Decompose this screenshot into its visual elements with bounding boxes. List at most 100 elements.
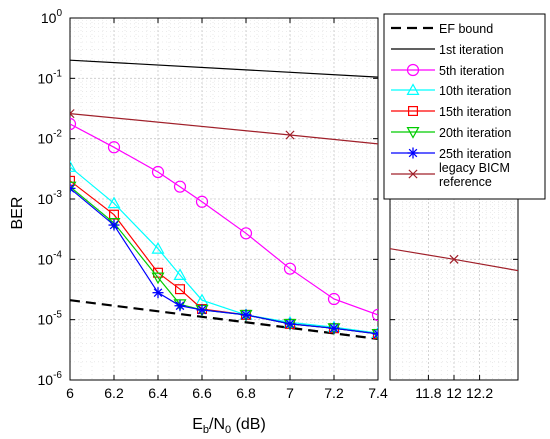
square-marker [408,105,419,116]
star-stroke [109,220,119,230]
legend-label: 5th iteration [439,64,504,78]
circle-marker [195,195,209,208]
x-tick-label: 12.2 [466,385,493,401]
x-tick-label: 7 [286,385,294,401]
series-panel-group [70,117,378,321]
y-axis-label: BER [9,197,26,230]
circle-marker [70,117,77,131]
circle-marker [406,63,420,77]
y-tick-label: 10-4 [38,249,63,267]
circle-marker [371,308,378,321]
star-marker [240,309,252,321]
x-tick-label: 12 [446,385,462,401]
triangle-marker [107,196,121,209]
series-panel-group [70,182,378,340]
series-panel-group [70,59,378,78]
legend-label: reference [439,175,492,189]
star-marker [196,304,208,316]
star-stroke [241,310,251,320]
star-marker [407,147,419,159]
x-marker [70,109,75,119]
y-tick-label: 10-1 [38,68,63,86]
star-stroke [153,288,163,297]
star-stroke [373,333,378,339]
star-marker [152,287,164,299]
star-stroke [285,319,295,329]
triangle-marker [406,83,420,96]
star-stroke [175,301,185,311]
series-ef-bound [70,299,378,340]
x-marker [449,254,459,264]
tick-labels: 6 6.2 6.4 6.6 6.8 7 7.2 7.4 10-6 10-5 10-4 10-3 10-2… [38,8,494,401]
y-tick-label: 10-3 [38,189,63,207]
legend: EF bound 1st iteration 5th iteration 10th i… [383,13,546,200]
series-panel-group [70,109,378,145]
legend-entry: 20th iteration [391,126,511,140]
x-tick-label: 6.6 [192,385,212,401]
square-marker [175,284,186,295]
triangle-marker [70,160,77,172]
x-tick-label: 11.8 [415,385,441,401]
series-line [70,123,378,316]
x-axis-label: Eb/N0 (dB) [192,416,266,436]
series-25th-iteration [70,182,378,340]
legend-label: EF bound [439,22,493,36]
x-stroke [449,254,459,264]
series-1st-iteration [70,59,378,78]
triangle-down-marker [151,272,165,285]
star-stroke [70,187,75,193]
circle-marker [239,227,253,240]
circle-marker [173,180,187,193]
legend-label: 15th iteration [439,105,511,119]
x-tick-label: 6.4 [148,385,168,401]
x-tick-label: 6 [66,385,74,401]
circle-marker [327,292,341,306]
legend-label: legacy BICM [439,161,510,175]
x-tick-label: 7.4 [368,385,388,401]
legend-entry: 1st iteration [391,43,504,57]
square-marker [70,175,75,186]
triangle-down-marker [70,181,77,194]
legend-label: 25th iteration [439,147,511,161]
y-tick-label: 100 [41,8,63,26]
star-marker [284,318,296,330]
star-stroke [329,323,339,333]
star-stroke [70,184,75,190]
star-stroke [197,305,207,315]
x-stroke [285,130,295,140]
legend-entry: 25th iteration [391,147,511,161]
legend-entry: 5th iteration [391,63,504,78]
x-stroke [70,112,75,119]
series-legacy-bicm-reference [70,109,518,272]
series-panel-group [70,299,378,340]
triangle-down-marker [406,126,420,139]
star-stroke [408,148,418,158]
x-stroke [408,169,418,179]
legend-entry: 15th iteration [391,105,511,119]
star-marker [108,219,120,231]
series-layer [70,59,518,341]
y-tick-label: 10-2 [38,129,63,147]
series-line [70,166,378,334]
x-stroke [70,109,75,115]
circle-marker [107,141,121,154]
triangle-marker [173,268,187,280]
star-stroke [373,329,378,335]
x-tick-label: 6.8 [236,385,256,401]
legend-label: 1st iteration [439,43,504,57]
series-line [70,299,378,340]
legend-label: 20th iteration [439,126,511,140]
legend-entry: EF bound [391,22,493,36]
star-marker [328,322,340,334]
series-line [70,59,378,78]
series-panel-group [390,248,518,272]
circle-marker [151,165,165,179]
star-marker [174,300,186,312]
x-marker [408,169,418,179]
legend-label: 10th iteration [439,84,511,98]
circle-marker [283,262,297,275]
x-tick-label: 6.2 [104,385,124,401]
star-marker [70,182,76,194]
